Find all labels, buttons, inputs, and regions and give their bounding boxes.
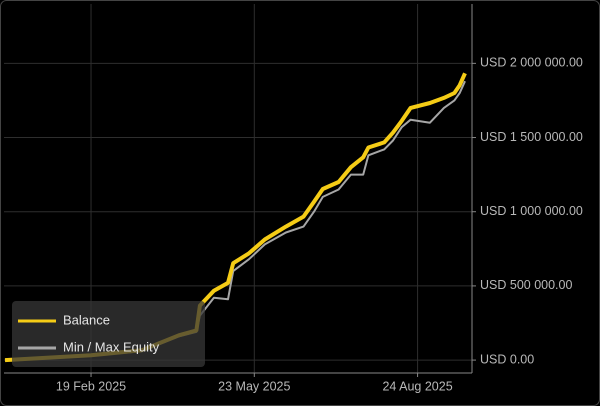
legend: Balance Min / Max Equity xyxy=(12,301,205,367)
x-tick-label: 19 Feb 2025 xyxy=(56,379,126,393)
y-tick-label: USD 0.00 xyxy=(480,352,534,366)
legend-label: Balance xyxy=(63,312,110,327)
y-tick-label: USD 2 000 000.00 xyxy=(480,56,583,70)
legend-box xyxy=(12,301,205,367)
y-tick-label: USD 500 000.00 xyxy=(480,278,572,292)
legend-label: Min / Max Equity xyxy=(63,339,160,354)
y-tick-label: USD 1 000 000.00 xyxy=(480,204,583,218)
x-tick-label: 24 Aug 2025 xyxy=(382,379,452,393)
y-tick-label: USD 1 500 000.00 xyxy=(480,130,583,144)
x-tick-label: 23 May 2025 xyxy=(218,379,290,393)
